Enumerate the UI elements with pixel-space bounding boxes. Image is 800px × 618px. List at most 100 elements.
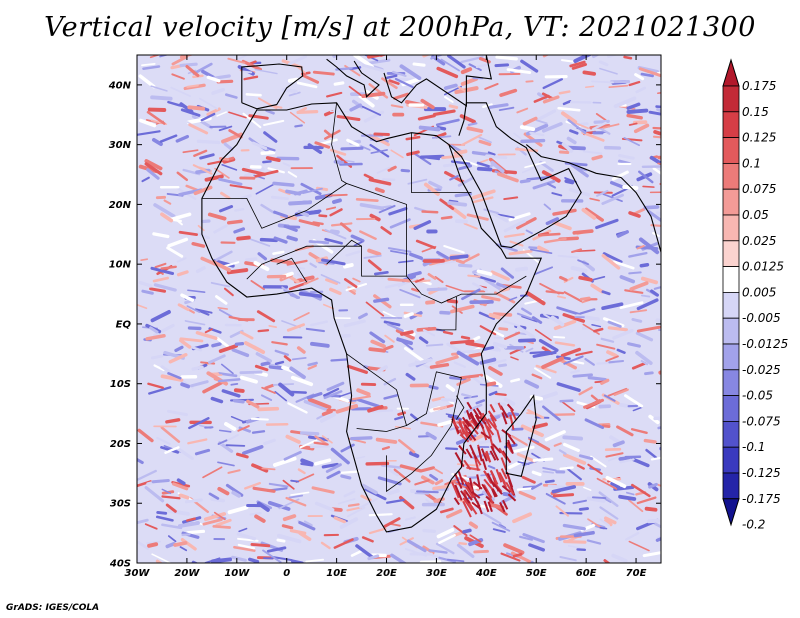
field-streak [260,361,271,367]
field-streak [263,119,285,126]
field-streak [348,85,363,97]
field-streak [176,478,186,486]
field-streak [399,288,421,299]
field-streak [442,163,458,168]
field-streak [406,539,427,553]
field-streak [652,167,661,176]
field-streak [375,437,398,444]
field-streak [222,261,240,268]
field-streak [394,77,414,89]
field-streak [167,100,181,107]
field-streak [611,170,629,181]
field-streak [302,187,323,194]
field-streak [497,402,503,411]
field-streak [254,514,266,523]
field-streak [202,518,223,526]
field-streak [373,297,390,303]
field-streak [340,146,364,151]
field-streak [377,365,388,373]
field-streak [461,393,472,398]
field-streak [301,73,320,84]
field-streak [370,339,386,349]
field-streak [285,496,307,507]
field-streak [639,262,650,268]
field-streak [487,151,496,156]
colorbar-swatch [722,162,740,190]
field-streak [576,464,585,470]
field-streak [481,458,488,471]
field-streak [582,150,603,155]
field-streak [631,483,651,498]
field-streak [480,448,488,462]
field-streak [312,221,324,226]
field-streak [498,471,507,485]
field-streak [599,67,618,75]
field-streak [469,534,482,543]
field-streak [156,511,168,515]
field-streak [298,521,316,531]
field-streak [483,208,499,215]
field-streak [593,119,610,124]
field-streak [325,463,342,473]
field-streak [612,328,634,340]
field-streak [323,387,340,397]
field-streak [596,189,609,197]
field-streak [591,80,614,84]
field-streak [314,501,335,512]
field-streak [286,259,308,266]
field-streak [382,178,396,182]
field-streak [498,363,508,368]
field-streak [384,334,395,343]
field-streak [210,281,230,288]
field-streak [211,342,222,348]
field-streak [503,196,519,201]
field-streak [494,213,515,219]
field-streak [432,109,456,116]
field-streak [217,378,241,383]
field-streak [388,207,408,216]
field-streak [217,439,228,445]
country-border [326,239,362,265]
field-streak [478,375,487,382]
field-streak [321,435,333,444]
field-streak [636,496,657,505]
field-streak [290,375,314,387]
field-streak [307,361,318,367]
field-streak [443,83,458,90]
field-streak [521,315,538,323]
colorbar-swatch [722,343,740,371]
field-streak [195,331,218,340]
field-streak [644,371,654,376]
field-streak [613,388,629,396]
field-streak [367,248,382,257]
field-streak [604,516,617,525]
field-streak [450,304,475,314]
field-streak [225,483,244,497]
field-streak [306,392,323,400]
colorbar-swatch [722,369,740,396]
field-streak [487,418,498,431]
field-streak [487,465,496,470]
field-streak [178,230,198,237]
field-streak [500,468,508,480]
field-streak [142,65,161,70]
field-streak [365,461,390,466]
field-streak [606,350,618,358]
field-streak [278,382,295,397]
field-streak [563,355,584,365]
field-streak [144,159,163,171]
field-streak [516,107,529,114]
colorbar-label: -0.005 [742,311,781,325]
field-streak [251,430,266,434]
field-streak [498,106,515,112]
field-streak [319,412,336,423]
field-streak [289,366,306,380]
field-streak [276,538,286,543]
arabia-coastline [448,102,582,248]
field-streak [300,431,320,436]
field-streak [655,105,661,109]
field-streak [314,458,332,466]
field-streak [462,497,473,512]
field-streak [483,470,493,484]
field-streak [429,362,450,369]
